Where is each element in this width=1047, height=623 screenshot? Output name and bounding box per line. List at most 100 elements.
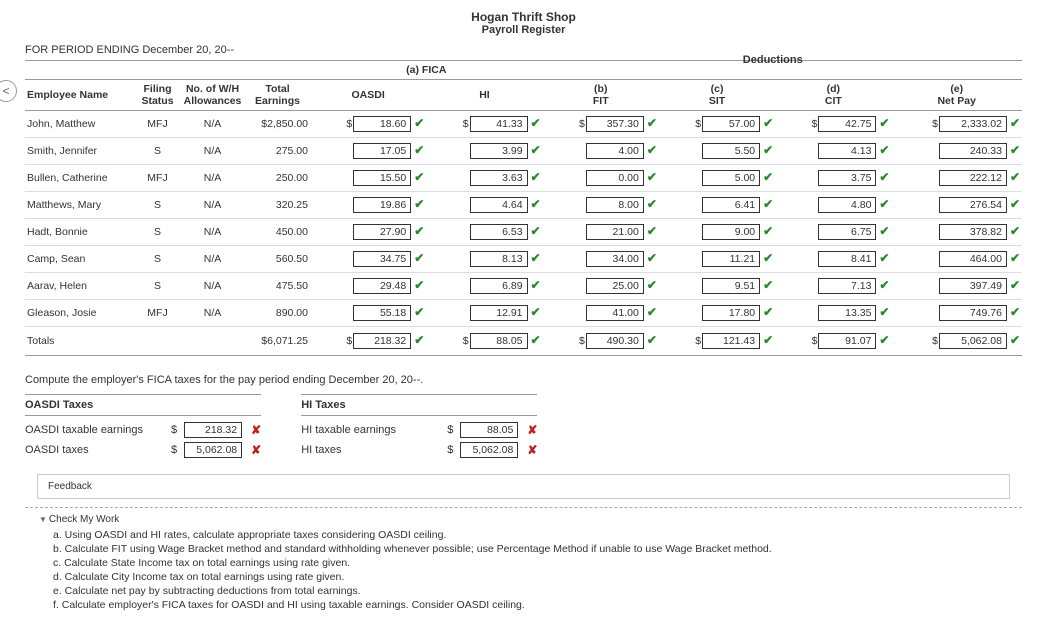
col-wh: No. of W/H Allowances [180,80,245,111]
totals-oasdi: $218.32✔ [310,327,426,356]
hi-input[interactable]: 4.64 [470,197,528,213]
check-icon: ✔ [531,251,541,265]
check-icon: ✔ [879,197,889,211]
page-subtitle: Payroll Register [25,24,1022,36]
wh-allow: N/A [180,300,245,327]
net-input[interactable]: 378.82 [939,224,1007,240]
hi-input[interactable]: 6.53 [470,224,528,240]
fit-input[interactable]: 8.00 [586,197,644,213]
cit-cell: $42.75✔ [775,111,891,138]
net-input[interactable]: 397.49 [939,278,1007,294]
cit-input[interactable]: 42.75 [818,116,876,132]
net-cell: 222.12✔ [891,165,1022,192]
check-icon: ✔ [647,251,657,265]
hi-taxes-input[interactable]: 5,062.08 [460,442,518,458]
net-input[interactable]: 2,333.02 [939,116,1007,132]
check-my-work[interactable]: ▼Check My Work [39,514,1022,525]
sit-input[interactable]: 5.50 [702,143,760,159]
wh-allow: N/A [180,219,245,246]
cit-cell: 8.41✔ [775,246,891,273]
oasdi-cell: 27.90✔ [310,219,426,246]
fit-input[interactable]: 357.30 [586,116,644,132]
sit-input[interactable]: 9.00 [702,224,760,240]
wh-allow: N/A [180,273,245,300]
oasdi-input[interactable]: 18.60 [353,116,411,132]
oasdi-input[interactable]: 17.05 [353,143,411,159]
total-earn: $2,850.00 [245,111,310,138]
emp-name: Bullen, Catherine [25,165,135,192]
sit-input[interactable]: 9.51 [702,278,760,294]
cit-input[interactable]: 4.80 [818,197,876,213]
net-input[interactable]: 749.76 [939,305,1007,321]
hi-input[interactable]: 3.63 [470,170,528,186]
cit-input[interactable]: 7.13 [818,278,876,294]
hint-e: e. Calculate net pay by subtracting dedu… [53,585,1008,597]
check-icon: ✔ [414,197,424,211]
cit-input[interactable]: 4.13 [818,143,876,159]
cit-input[interactable]: 6.75 [818,224,876,240]
feedback-box[interactable]: Feedback [37,474,1010,499]
cit-input[interactable]: 3.75 [818,170,876,186]
fit-cell: 4.00✔ [543,138,659,165]
sit-input[interactable]: 6.41 [702,197,760,213]
sit-input[interactable]: 5.00 [702,170,760,186]
check-icon: ✔ [414,305,424,319]
hi-input[interactable]: 41.33 [470,116,528,132]
net-input[interactable]: 464.00 [939,251,1007,267]
emp-name: Camp, Sean [25,246,135,273]
fit-input[interactable]: 0.00 [586,170,644,186]
net-input[interactable]: 222.12 [939,170,1007,186]
check-icon: ✔ [763,116,773,130]
hi-taxable-input[interactable]: 88.05 [460,422,518,438]
cit-input[interactable]: 8.41 [818,251,876,267]
hi-input[interactable]: 6.89 [470,278,528,294]
total-earn: 250.00 [245,165,310,192]
hi-input[interactable]: 3.99 [470,143,528,159]
emp-name: Hadt, Bonnie [25,219,135,246]
fit-cell: 34.00✔ [543,246,659,273]
fit-input[interactable]: 41.00 [586,305,644,321]
oasdi-taxes-header: OASDI Taxes [25,394,261,416]
oasdi-input[interactable]: 19.86 [353,197,411,213]
fit-input[interactable]: 4.00 [586,143,644,159]
hi-cell: 4.64✔ [426,192,542,219]
fit-input[interactable]: 21.00 [586,224,644,240]
sit-input[interactable]: 11.21 [702,251,760,267]
hi-input[interactable]: 12.91 [470,305,528,321]
wh-allow: N/A [180,138,245,165]
fit-input[interactable]: 34.00 [586,251,644,267]
check-icon: ✔ [879,170,889,184]
fit-input[interactable]: 25.00 [586,278,644,294]
table-row: Aarav, HelenSN/A475.5029.48✔6.89✔25.00✔9… [25,273,1022,300]
net-cell: 464.00✔ [891,246,1022,273]
net-input[interactable]: 240.33 [939,143,1007,159]
nav-prev-icon[interactable]: < [0,80,17,102]
sit-input[interactable]: 57.00 [702,116,760,132]
total-earn: 475.50 [245,273,310,300]
oasdi-input[interactable]: 27.90 [353,224,411,240]
oasdi-taxable-input[interactable]: 218.32 [184,422,242,438]
col-name: Employee Name [25,80,135,111]
oasdi-input[interactable]: 55.18 [353,305,411,321]
oasdi-taxes-input[interactable]: 5,062.08 [184,442,242,458]
oasdi-input[interactable]: 29.48 [353,278,411,294]
sit-cell: 5.50✔ [659,138,775,165]
oasdi-input[interactable]: 15.50 [353,170,411,186]
oasdi-input[interactable]: 34.75 [353,251,411,267]
sit-input[interactable]: 17.80 [702,305,760,321]
sit-cell: 11.21✔ [659,246,775,273]
emp-name: Aarav, Helen [25,273,135,300]
totals-label: Totals [25,327,245,356]
cit-cell: 7.13✔ [775,273,891,300]
table-row: Camp, SeanSN/A560.5034.75✔8.13✔34.00✔11.… [25,246,1022,273]
hint-f: f. Calculate employer's FICA taxes for O… [53,599,1008,611]
totals-net: $5,062.08✔ [891,327,1022,356]
check-icon: ✔ [879,278,889,292]
check-icon: ✔ [647,278,657,292]
cit-input[interactable]: 13.35 [818,305,876,321]
net-cell: 397.49✔ [891,273,1022,300]
oasdi-cell: 34.75✔ [310,246,426,273]
col-oasdi: OASDI [310,80,426,111]
hi-input[interactable]: 8.13 [470,251,528,267]
net-input[interactable]: 276.54 [939,197,1007,213]
